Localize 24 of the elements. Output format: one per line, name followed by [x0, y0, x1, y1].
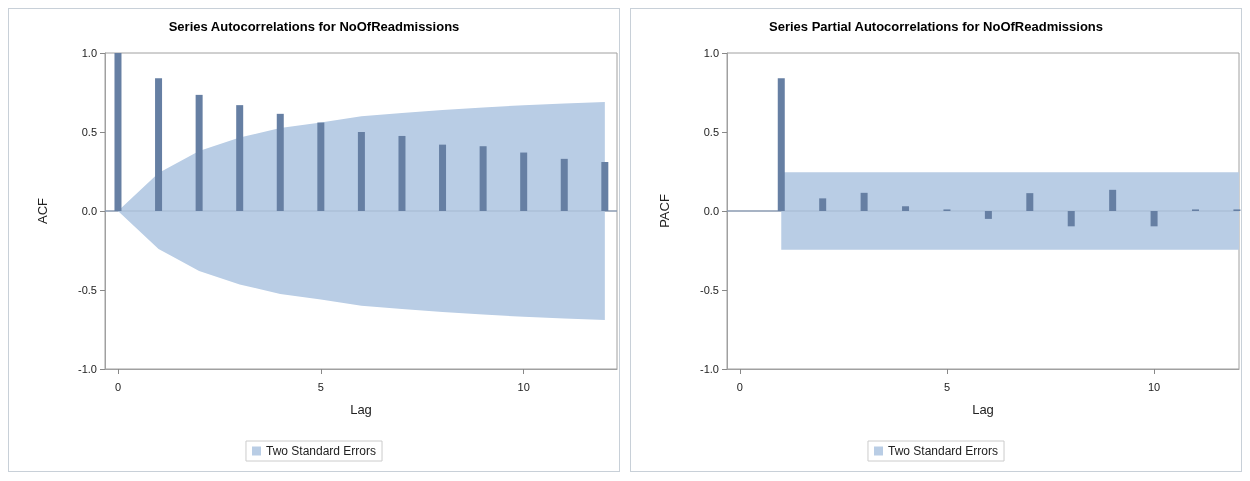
- y-tick-label: 1.0: [703, 47, 719, 59]
- y-tick-label: 0.0: [703, 205, 719, 217]
- x-tick-label: 10: [1147, 380, 1161, 393]
- x-axis-title: Lag: [972, 402, 994, 417]
- y-tick-label: 1.0: [81, 47, 97, 59]
- chart-title: Series Partial Autocorrelations for NoOfReadmissions: [769, 19, 1103, 34]
- chart-title: Series Autocorrelations for NoOfReadmissions: [168, 19, 460, 34]
- y-tick-label: -1.0: [700, 363, 719, 375]
- x-tick-label: 10: [517, 380, 530, 393]
- y-axis-title: ACF: [35, 197, 50, 224]
- x-tick-label: 0: [114, 380, 122, 393]
- x-tick-label: 5: [943, 380, 951, 393]
- y-tick-label: -0.5: [700, 284, 719, 296]
- x-tick-label: 0: [736, 380, 743, 393]
- legend-label: Two Standard Errors: [265, 444, 377, 458]
- y-tick-label: -1.0: [78, 363, 97, 375]
- legend-label: Two Standard Errors: [887, 444, 999, 458]
- y-axis-title: PACF: [657, 194, 672, 228]
- y-tick-label: 0.0: [81, 205, 97, 217]
- x-tick-label: 5: [317, 380, 324, 393]
- y-tick-label: 0.5: [703, 126, 719, 138]
- x-axis-title: Lag: [350, 402, 372, 417]
- y-tick-label: 0.5: [81, 126, 97, 138]
- y-tick-label: -0.5: [78, 284, 97, 296]
